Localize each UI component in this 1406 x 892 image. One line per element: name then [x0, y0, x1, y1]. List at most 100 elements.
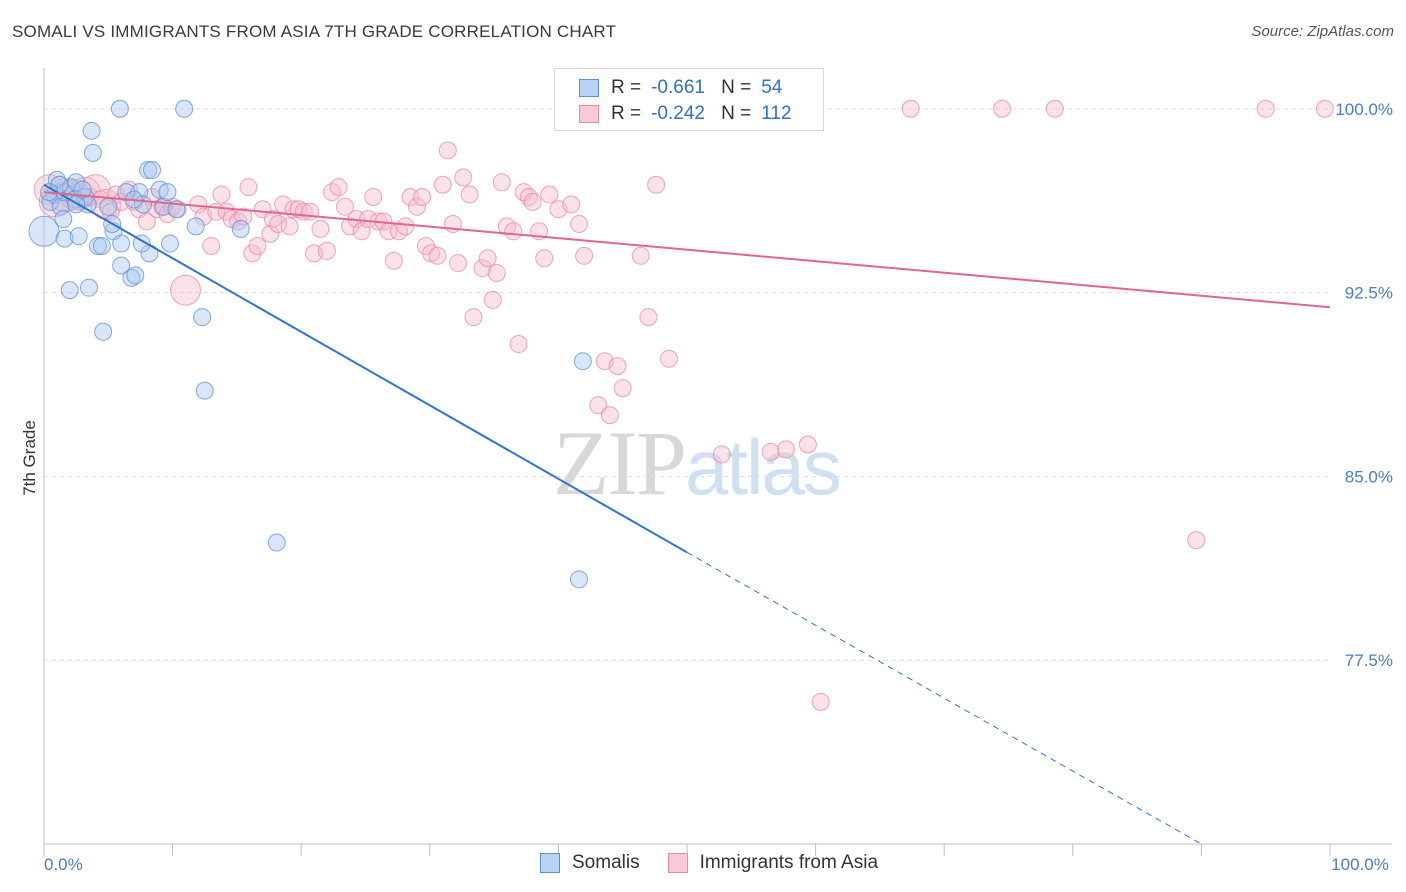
watermark-zip: ZIP	[553, 412, 687, 514]
asia-point	[1315, 99, 1334, 118]
asia-point	[229, 212, 248, 231]
asia-point	[473, 259, 492, 278]
somali-n-label: N =	[721, 77, 752, 98]
asia-point	[504, 222, 523, 241]
somali-point	[573, 352, 592, 371]
asia-point	[1256, 99, 1275, 118]
y-axis-label: 7th Grade	[20, 420, 39, 496]
legend-row-somali: R = -0.661 N = 54	[579, 76, 782, 100]
asia-point	[33, 174, 65, 206]
asia-point	[777, 440, 796, 459]
somali-point	[112, 234, 131, 253]
watermark-atlas: atlas	[685, 423, 842, 511]
asia-point	[569, 214, 588, 233]
asia-point	[535, 249, 554, 268]
asia-point	[478, 249, 497, 268]
asia-point	[811, 692, 830, 711]
watermark: ZIPatlas	[553, 410, 842, 516]
somalis-legend-label: Somalis	[572, 852, 640, 873]
somali-n-value: 54	[761, 77, 783, 98]
somali-point	[186, 217, 205, 236]
asia-point	[483, 290, 502, 309]
somali-point	[110, 99, 129, 118]
asia-point	[487, 263, 506, 282]
somali-r-value: -0.661	[651, 77, 705, 98]
somali-point	[73, 180, 92, 199]
asia-point	[212, 185, 231, 204]
asia-point	[413, 187, 432, 206]
somali-point	[126, 266, 145, 285]
asia-point	[364, 187, 383, 206]
asia-point	[540, 185, 559, 204]
asia-r-label: R =	[611, 103, 642, 124]
asia-point	[137, 212, 156, 231]
somali-point	[83, 143, 102, 162]
somali-point	[80, 278, 99, 297]
asia-point	[289, 200, 308, 219]
asia-point	[492, 173, 511, 192]
somali-trend-extension	[686, 551, 1202, 845]
asia-point	[301, 202, 320, 221]
series-legend: Somalis Immigrants from Asia	[540, 852, 906, 874]
asia-point	[993, 99, 1012, 118]
asia-point	[261, 224, 280, 243]
asia-point	[449, 254, 468, 273]
somali-point	[69, 227, 88, 246]
asia-point	[438, 141, 457, 160]
legend-item-immigrants-asia: Immigrants from Asia	[667, 852, 879, 874]
chart-title: SOMALI VS IMMIGRANTS FROM ASIA 7TH GRADE…	[12, 22, 617, 41]
asia-point	[433, 175, 452, 194]
asia-n-label: N =	[721, 103, 752, 124]
asia-point	[608, 357, 627, 376]
y-tick-label: 77.5%	[1345, 651, 1393, 670]
asia-point	[631, 246, 650, 265]
somali-point	[60, 281, 79, 300]
legend-row-asia: R = -0.242 N = 112	[579, 102, 792, 126]
somali-point	[82, 121, 101, 140]
somali-r-label: R =	[611, 77, 642, 98]
somali-point	[161, 234, 180, 253]
asia-swatch	[579, 105, 599, 123]
asia-point	[514, 183, 533, 202]
y-tick-label: 85.0%	[1345, 467, 1393, 486]
asia-point	[562, 195, 581, 214]
asia-point	[761, 442, 780, 461]
somali-point	[28, 215, 60, 247]
asia-trend-line	[43, 191, 1331, 309]
somali-point	[55, 229, 74, 248]
somali-swatch	[579, 79, 599, 97]
asia-point	[1187, 531, 1206, 550]
asia-point	[523, 192, 542, 211]
asia-point	[407, 197, 426, 216]
somali-point	[158, 183, 177, 202]
asia-point	[202, 237, 221, 256]
asia-point	[341, 217, 360, 236]
somali-point	[267, 533, 286, 552]
asia-point	[1045, 99, 1064, 118]
asia-legend-swatch	[667, 853, 688, 873]
y-tick-label: 100.0%	[1335, 100, 1393, 119]
asia-point	[428, 246, 447, 265]
asia-point	[600, 406, 619, 425]
asia-point	[329, 178, 348, 197]
asia-point	[460, 185, 479, 204]
somali-trend-line	[43, 183, 688, 554]
x-tick-label: 0.0%	[44, 855, 83, 874]
somali-point	[117, 183, 136, 202]
y-tick-label: 92.5%	[1345, 284, 1393, 303]
somalis-legend-swatch	[540, 853, 560, 873]
somali-point	[193, 308, 212, 327]
somali-point	[195, 381, 214, 400]
asia-point	[311, 219, 330, 238]
asia-point	[359, 210, 378, 229]
asia-point	[280, 217, 299, 236]
asia-point	[639, 308, 658, 327]
asia-point	[589, 396, 608, 415]
x-tick-label: 100.0%	[1331, 855, 1389, 874]
legend-item-somalis: Somalis	[540, 852, 640, 874]
asia-point	[712, 445, 731, 464]
asia-point	[464, 308, 483, 327]
somali-point	[89, 237, 108, 256]
asia-legend-label: Immigrants from Asia	[699, 852, 879, 873]
